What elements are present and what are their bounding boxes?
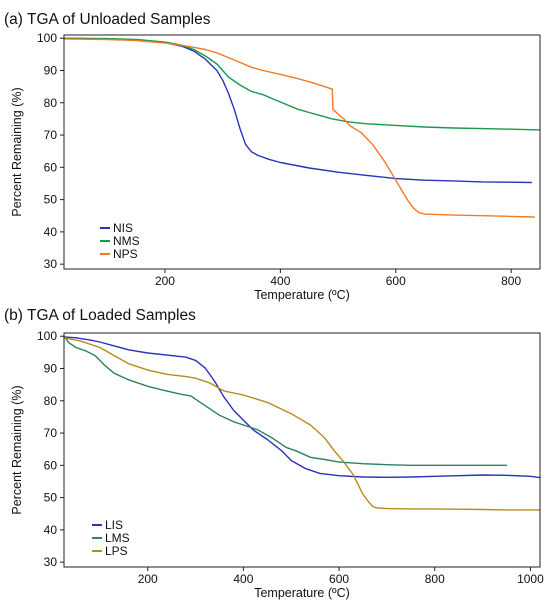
y-tick-label: 30	[44, 257, 58, 271]
x-tick-label: 800	[425, 572, 445, 586]
y-tick-label: 70	[44, 128, 58, 142]
y-tick-label: 80	[44, 394, 58, 408]
panel-loaded: (b) TGA of Loaded Samples 30 40 50 60 70 80 90…	[4, 307, 544, 600]
panel-unloaded: (a) TGA of Unloaded Samples 30 40 50 60 70 80…	[4, 11, 541, 302]
legend-label-lis: LIS	[105, 518, 123, 532]
y-tick-label: 30	[44, 555, 58, 569]
legend-label-lms: LMS	[105, 531, 130, 545]
series-line-lps	[63, 337, 541, 511]
y-tick-label: 100	[37, 329, 57, 343]
legend-label-nms: NMS	[113, 234, 140, 248]
x-axis-label: Temperature (ºC)	[254, 288, 350, 302]
y-tick-label: 60	[44, 160, 58, 174]
y-tick-label: 50	[44, 491, 58, 505]
y-tick-label: 70	[44, 426, 58, 440]
y-tick-label: 50	[44, 193, 58, 207]
y-tick-label: 100	[37, 31, 57, 45]
legend-label-nis: NIS	[113, 221, 133, 235]
y-tick-label: 40	[44, 523, 58, 537]
y-axis-label: Percent Remaining (%)	[10, 87, 24, 216]
legend-label-lps: LPS	[105, 544, 128, 558]
series-line-lms	[63, 335, 508, 466]
series-line-nps	[63, 38, 535, 218]
x-tick-label: 200	[155, 274, 175, 288]
chart-title: (a) TGA of Unloaded Samples	[4, 11, 211, 28]
y-tick-label: 80	[44, 96, 58, 110]
x-tick-label: 1000	[517, 572, 544, 586]
x-tick-label: 600	[386, 274, 406, 288]
series-line-nis	[63, 37, 532, 184]
y-axis-label: Percent Remaining (%)	[10, 385, 24, 514]
y-tick-label: 40	[44, 225, 58, 239]
chart-title: (b) TGA of Loaded Samples	[4, 307, 196, 324]
y-tick-label: 60	[44, 458, 58, 472]
x-tick-label: 400	[233, 572, 253, 586]
series-line-lis	[63, 336, 541, 479]
x-axis-label: Temperature (ºC)	[254, 586, 350, 600]
series-line-nms	[63, 37, 541, 131]
plot-frame	[63, 34, 541, 270]
x-tick-label: 400	[270, 274, 290, 288]
x-tick-label: 800	[501, 274, 521, 288]
y-tick-label: 90	[44, 362, 58, 376]
legend-label-nps: NPS	[113, 247, 138, 261]
plot-frame	[63, 332, 541, 568]
y-tick-label: 90	[44, 64, 58, 78]
x-tick-label: 200	[138, 572, 158, 586]
x-tick-label: 600	[329, 572, 349, 586]
